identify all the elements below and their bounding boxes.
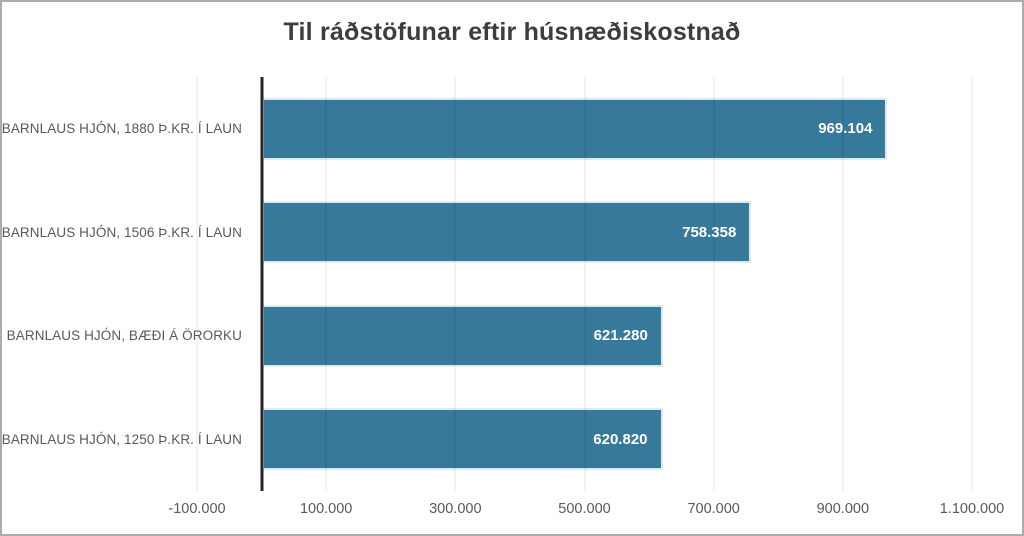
gridline-3 bbox=[584, 77, 585, 491]
zero-axis-line bbox=[260, 77, 264, 491]
bar-value-label: 758.358 bbox=[682, 223, 737, 241]
bar-1: 758.358 bbox=[261, 201, 752, 264]
bar-value-label: 620.820 bbox=[593, 430, 648, 448]
bar-row: 969.104 bbox=[197, 77, 972, 181]
category-label-2: BARNLAUS HJÓN, BÆÐI Á ÖRORKU bbox=[6, 328, 242, 344]
bar-row: 620.820 bbox=[197, 388, 972, 492]
gridline-2 bbox=[454, 77, 456, 491]
gridline-0 bbox=[196, 77, 198, 491]
x-tick-label-3: 500.000 bbox=[558, 501, 611, 517]
bar-row: 758.358 bbox=[197, 181, 972, 285]
x-tick-label-5: 900.000 bbox=[816, 501, 870, 517]
category-label-0: BARNLAUS HJÓN, 1880 Þ.KR. Í LAUN bbox=[1, 121, 242, 137]
x-axis-tick-labels: -100.000 100.000 300.000 500.000 700.000 900.… bbox=[168, 501, 1004, 527]
x-tick-label-6: 1.100.000 bbox=[939, 501, 1005, 517]
bar-3: 620.820 bbox=[261, 408, 663, 471]
category-label-1: BARNLAUS HJÓN, 1506 Þ.KR. Í LAUN bbox=[1, 224, 242, 240]
bar-2: 621.280 bbox=[261, 304, 663, 367]
y-axis-category-labels: BARNLAUS HJÓN, 1880 Þ.KR. Í LAUN BARNLAUS… bbox=[2, 77, 254, 491]
x-tick-label-4: 700.000 bbox=[687, 501, 740, 517]
gridline-6 bbox=[971, 77, 973, 491]
x-tick-label-2: 300.000 bbox=[429, 501, 482, 517]
bar-value-label: 621.280 bbox=[593, 327, 648, 345]
x-tick-label-0: -100.000 bbox=[168, 501, 226, 517]
bar-0: 969.104 bbox=[261, 97, 888, 160]
bar-value-label: 969.104 bbox=[818, 120, 873, 138]
category-label-3: BARNLAUS HJÓN, 1250 Þ.KR. Í LAUN bbox=[1, 431, 242, 447]
gridline-5 bbox=[842, 77, 844, 491]
x-tick-label-1: 100.000 bbox=[299, 501, 353, 517]
chart-title: Til ráðstöfunar eftir húsnæðiskostnað bbox=[283, 18, 741, 46]
plot-area: 969.104 758.358 621.280 620.820 bbox=[196, 77, 973, 492]
gridline-4 bbox=[713, 77, 715, 491]
gridline-1 bbox=[325, 77, 327, 491]
